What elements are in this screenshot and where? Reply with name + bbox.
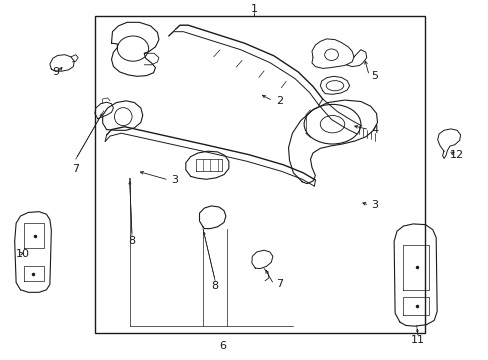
Text: 2: 2 — [276, 96, 283, 106]
Text: 10: 10 — [16, 249, 30, 259]
Text: 7: 7 — [276, 279, 283, 289]
Text: 4: 4 — [371, 125, 378, 135]
Bar — [95, 16, 425, 333]
Text: 12: 12 — [449, 150, 463, 160]
Text: 3: 3 — [371, 200, 378, 210]
Text: 11: 11 — [410, 335, 424, 345]
Text: 6: 6 — [219, 341, 225, 351]
Text: 8: 8 — [128, 236, 135, 246]
Text: 3: 3 — [171, 175, 178, 185]
Text: 8: 8 — [211, 281, 218, 291]
Text: 1: 1 — [250, 4, 257, 14]
Text: 9: 9 — [53, 67, 60, 77]
Text: 5: 5 — [371, 71, 378, 81]
Text: 7: 7 — [72, 164, 79, 174]
